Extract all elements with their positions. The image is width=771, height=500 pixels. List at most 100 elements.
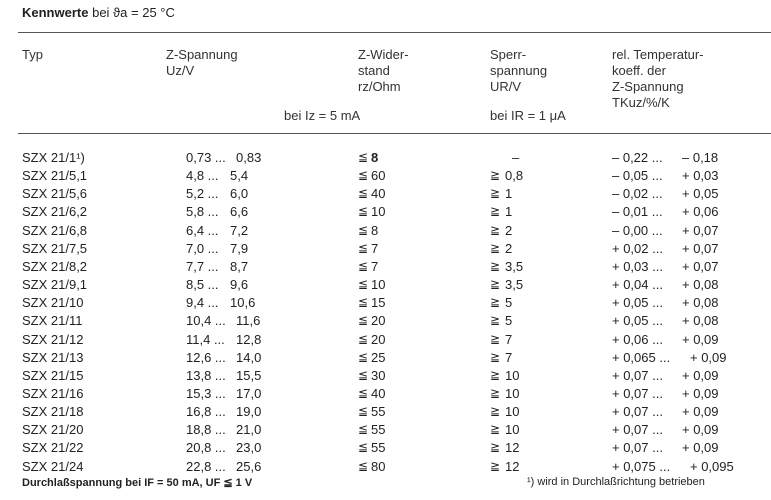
header-line: Uz/V <box>166 63 195 78</box>
title-bold: Kennwerte <box>22 5 89 20</box>
cell-tk-max: + 0,09 <box>682 385 719 401</box>
cell-uz-max: 8,7 <box>230 258 249 274</box>
table-row: SZX 21/10 9,4 ... 10,6 ≦ 15 ≧ 5 + 0,05 ... + 0,0… <box>0 295 771 313</box>
cell-uz-min: 10,4 ... <box>186 313 226 329</box>
cell-ur: 3,5 <box>505 277 524 293</box>
cell-typ: SZX 21/8,2 <box>22 258 88 274</box>
cell-tk-max: + 0,05 <box>682 186 719 202</box>
cell-typ: SZX 21/9,1 <box>22 277 88 293</box>
cell-tk-max: + 0,09 <box>682 440 719 456</box>
cell-ur-op: ≧ <box>490 168 501 183</box>
cell-uz-min: 5,8 ... <box>186 204 219 220</box>
cell-uz-min: 6,4 ... <box>186 222 219 238</box>
cell-tk-max: + 0,095 <box>690 458 734 474</box>
cell-tk-max: + 0,09 <box>690 349 727 365</box>
cell-rz-op: ≦ <box>358 349 369 364</box>
cell-uz-min: 0,73 ... <box>186 150 226 165</box>
cell-rz: 55 <box>371 404 386 420</box>
cell-tk-min: + 0,05 ... <box>612 295 663 311</box>
cell-tk-min: + 0,07 ... <box>612 404 663 420</box>
cell-typ: SZX 21/5,6 <box>22 186 88 202</box>
cell-rz: 10 <box>371 204 386 220</box>
table-row: SZX 21/11 10,4 ... 11,6 ≦ 20 ≧ 5 + 0,05 ... + 0,… <box>0 313 771 331</box>
cell-tk-max: + 0,07 <box>682 258 719 274</box>
table-row: SZX 21/5,1 4,8 ... 5,4 ≦ 60 ≧ 0,8 – 0,05 ... + 0… <box>0 168 771 186</box>
cell-typ: SZX 21/20 <box>22 422 84 438</box>
header-line: koeff. der <box>612 63 666 78</box>
cell-ur: 7 <box>505 331 513 347</box>
cell-uz-min: 12,6 ... <box>186 349 226 365</box>
header-line: Sperr- <box>490 47 527 62</box>
table-row: SZX 21/13 12,6 ... 14,0 ≦ 25 ≧ 7 + 0,065 ... + 0… <box>0 350 771 368</box>
title-condition: bei ϑa = 25 °C <box>92 5 175 20</box>
header-line: UR/V <box>490 79 522 94</box>
cell-rz-op: ≦ <box>358 150 369 164</box>
table-row: SZX 21/1¹) 0,73 ... 0,83 ≦ 8 – – 0,22 ... – 0,1… <box>0 150 771 168</box>
cell-tk-min: + 0,075 ... <box>612 458 671 474</box>
table-row: SZX 21/5,6 5,2 ... 6,0 ≦ 40 ≧ 1 – 0,02 ... + 0,0… <box>0 186 771 204</box>
cell-tk-max: + 0,09 <box>682 331 719 347</box>
cell-ur-op: ≧ <box>490 240 501 255</box>
cell-uz-min: 4,8 ... <box>186 168 219 184</box>
cell-uz-min: 11,4 ... <box>186 331 225 347</box>
cell-ur-op: ≧ <box>490 258 501 273</box>
cell-ur: 7 <box>505 349 513 365</box>
cell-ur: 1 <box>505 186 513 202</box>
cell-typ: SZX 21/5,1 <box>22 168 88 184</box>
cell-tk-max: + 0,09 <box>682 404 719 420</box>
cell-rz-op: ≦ <box>358 385 369 400</box>
cell-uz-min: 18,8 ... <box>186 422 226 438</box>
header-typ: Typ <box>22 47 43 63</box>
cell-rz: 15 <box>371 295 386 311</box>
cell-rz: 60 <box>371 168 386 184</box>
cell-rz-op: ≦ <box>358 186 369 201</box>
cell-tk-min: + 0,06 ... <box>612 331 663 347</box>
cell-typ: SZX 21/10 <box>22 295 84 311</box>
cell-uz-max: 5,4 <box>230 168 249 184</box>
header-tk: rel. Temperatur- koeff. der Z-Spannung T… <box>612 47 704 111</box>
cell-tk-min: – 0,22 ... <box>612 150 663 165</box>
table-row: SZX 21/20 18,8 ... 21,0 ≦ 55 ≧ 10 + 0,07 ... + 0… <box>0 422 771 440</box>
cell-uz-max: 11,6 <box>236 313 261 329</box>
cell-tk-max: + 0,09 <box>682 422 719 438</box>
cell-typ: SZX 21/7,5 <box>22 240 88 256</box>
cell-uz-max: 0,83 <box>236 150 262 165</box>
header-line: stand <box>358 63 390 78</box>
cell-rz-op: ≦ <box>358 313 369 328</box>
cell-rz: 40 <box>371 186 386 202</box>
cell-tk-min: – 0,05 ... <box>612 168 663 184</box>
cell-typ: SZX 21/6,2 <box>22 204 88 220</box>
cell-uz-max: 9,6 <box>230 277 249 293</box>
cell-ur: 2 <box>505 240 513 256</box>
header-line: Z-Spannung <box>166 47 238 62</box>
header-line: Z-Wider- <box>358 47 409 62</box>
cell-tk-min: + 0,07 ... <box>612 422 663 438</box>
condition-iz: bei Iz = 5 mA <box>284 108 361 123</box>
cell-ur-op: ≧ <box>490 204 501 219</box>
table-row: SZX 21/15 13,8 ... 15,5 ≦ 30 ≧ 10 + 0,07 ... + 0… <box>0 368 771 386</box>
cell-uz-min: 15,3 ... <box>186 385 226 401</box>
cell-tk-max: + 0,06 <box>682 204 719 220</box>
table-row: SZX 21/24 22,8 ... 25,6 ≦ 80 ≧ 12 + 0,075 ... + … <box>0 459 771 477</box>
cell-tk-max: + 0,08 <box>682 295 719 311</box>
cell-tk-min: – 0,02 ... <box>612 186 663 202</box>
cell-rz-op: ≦ <box>358 277 369 292</box>
section-title: Kennwerte bei ϑa = 25 °C <box>22 5 175 20</box>
cell-tk-min: + 0,02 ... <box>612 240 663 256</box>
cell-tk-max: – 0,18 <box>682 150 719 165</box>
cell-rz-op: ≦ <box>358 458 369 473</box>
cell-ur: 3,5 <box>505 258 524 274</box>
cell-uz-max: 25,6 <box>236 458 262 474</box>
header-line: TKuz/%/K <box>612 95 670 110</box>
table-row: SZX 21/8,2 7,7 ... 8,7 ≦ 7 ≧ 3,5 + 0,03 ... + 0,… <box>0 259 771 277</box>
header-uz: Z-Spannung Uz/V <box>166 47 238 79</box>
cell-rz-op: ≦ <box>358 440 369 455</box>
cell-rz: 40 <box>371 385 386 401</box>
cell-typ: SZX 21/15 <box>22 367 84 383</box>
cell-ur-op: ≧ <box>490 186 501 201</box>
header-ur: Sperr- spannung UR/V <box>490 47 547 95</box>
table-row: SZX 21/18 16,8 ... 19,0 ≦ 55 ≧ 10 + 0,07 ... + 0… <box>0 404 771 422</box>
cell-uz-min: 7,7 ... <box>186 258 219 274</box>
table-row: SZX 21/22 20,8 ... 23,0 ≦ 55 ≧ 12 + 0,07 ... + 0… <box>0 440 771 458</box>
table-row: SZX 21/12 11,4 ... 12,8 ≦ 20 ≧ 7 + 0,06 ... + 0,… <box>0 332 771 350</box>
